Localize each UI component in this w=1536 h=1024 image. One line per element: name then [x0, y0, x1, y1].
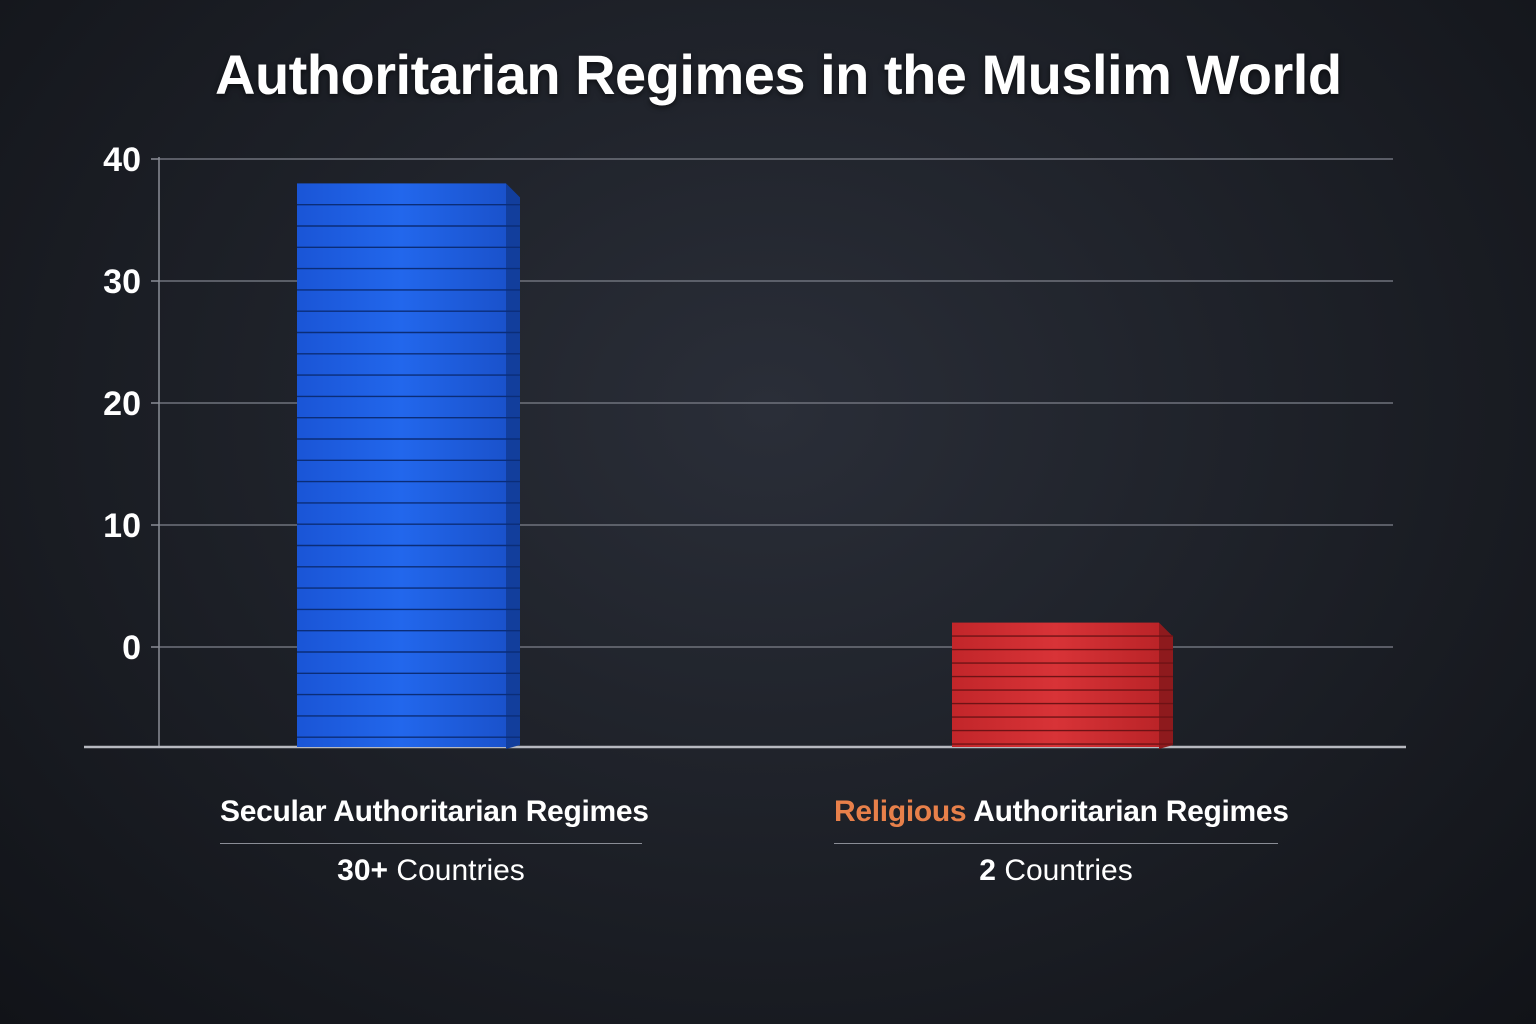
y-tick-label: 10	[103, 507, 141, 545]
bar-side	[506, 183, 520, 749]
chart-title: Authoritarian Regimes in the Muslim Worl…	[215, 43, 1342, 106]
category-label-highlight: Religious	[834, 795, 967, 828]
category-divider	[834, 843, 1278, 844]
y-tick-label: 0	[122, 629, 141, 667]
category-count-text: Countries	[396, 854, 525, 887]
category-divider	[220, 843, 642, 844]
y-tick-label: 20	[103, 385, 141, 423]
category-religious: Religious Authoritarian Regimes 2 Countr…	[834, 795, 1289, 888]
category-count-text: Countries	[1004, 854, 1133, 887]
bar-face	[297, 183, 506, 747]
category-count-number: 30+	[337, 854, 389, 887]
bar-religious	[952, 622, 1173, 749]
category-count: 2 Countries	[834, 854, 1278, 888]
y-tick-label: 30	[103, 263, 141, 301]
bar-face	[952, 622, 1159, 747]
category-secular: Secular Authoritarian Regimes 30+ Countr…	[220, 795, 649, 888]
category-label-text: Authoritarian Regimes	[973, 795, 1289, 828]
category-label: Secular Authoritarian Regimes	[220, 795, 649, 829]
category-count-number: 2	[979, 854, 996, 887]
category-count: 30+ Countries	[220, 854, 642, 888]
bar-secular	[297, 183, 520, 749]
y-tick-label: 40	[103, 141, 141, 179]
category-label-text: Secular Authoritarian Regimes	[220, 795, 649, 828]
category-label: Religious Authoritarian Regimes	[834, 795, 1289, 829]
